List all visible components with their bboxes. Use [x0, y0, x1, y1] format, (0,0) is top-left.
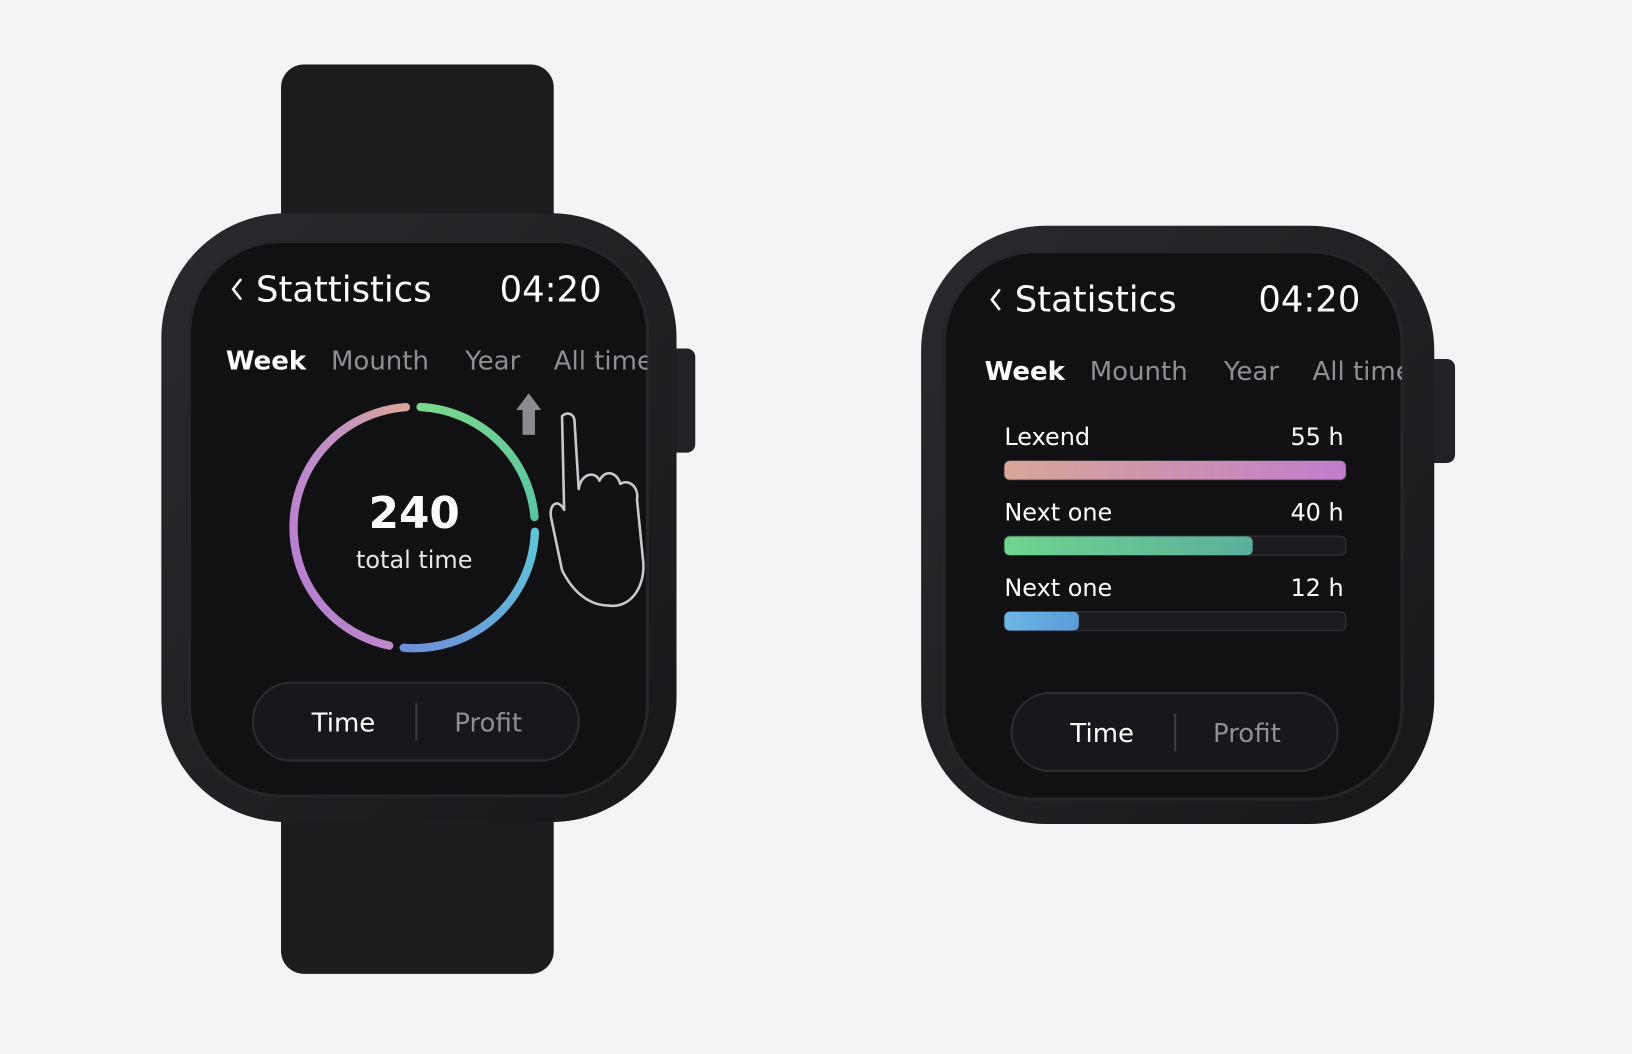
period-tab: Mounth — [1090, 357, 1188, 387]
bar-label: Lexend — [1004, 423, 1090, 451]
ring-segment — [399, 527, 540, 653]
strap — [281, 790, 554, 974]
period-tab: Year — [464, 347, 520, 377]
total-value: 240 — [369, 488, 460, 539]
bar — [1004, 611, 1079, 631]
screen — [942, 250, 1404, 801]
period-tab: All time — [1312, 357, 1411, 387]
swipe-arrow — [516, 393, 542, 435]
bar — [1004, 460, 1346, 480]
bar-label: Next one — [1004, 498, 1112, 526]
toggle-option[interactable]: Time — [311, 709, 376, 739]
bar-value-label: 55 h — [1290, 423, 1343, 451]
back-chevron — [990, 288, 1001, 311]
clock-time: 04:20 — [500, 269, 602, 310]
screen-title: Stattistics — [256, 269, 432, 310]
bar-value-label: 40 h — [1290, 498, 1343, 526]
bar — [1004, 536, 1253, 556]
back-chevron — [231, 278, 242, 300]
period-tab: Year — [1223, 357, 1279, 387]
screen-content: Statistics 04:20 Week Mounth Year All time Tim… — [985, 280, 1411, 773]
clock-time: 04:20 — [1258, 280, 1360, 321]
bar-value-label: 12 h — [1290, 574, 1343, 602]
period-tab: All time — [554, 347, 653, 377]
period-tab: Week — [226, 347, 307, 377]
period-tab: Mounth — [331, 347, 429, 377]
toggle-option[interactable]: Profit — [454, 709, 522, 739]
screen-content: Stattistics 04:20 Week Mounth Year All time Ti… — [226, 269, 653, 762]
strap — [281, 64, 554, 252]
toggle-option[interactable]: Profit — [1213, 719, 1281, 749]
screen — [187, 239, 649, 798]
period-tab: Week — [985, 357, 1066, 387]
ring-segment — [416, 402, 539, 522]
total-label: total time — [356, 546, 472, 574]
toggle-option[interactable]: Time — [1069, 719, 1134, 749]
ring-segment — [289, 402, 410, 650]
screen-title: Statistics — [1015, 280, 1177, 321]
bar-label: Next one — [1004, 574, 1112, 602]
hand-icon — [549, 412, 645, 608]
